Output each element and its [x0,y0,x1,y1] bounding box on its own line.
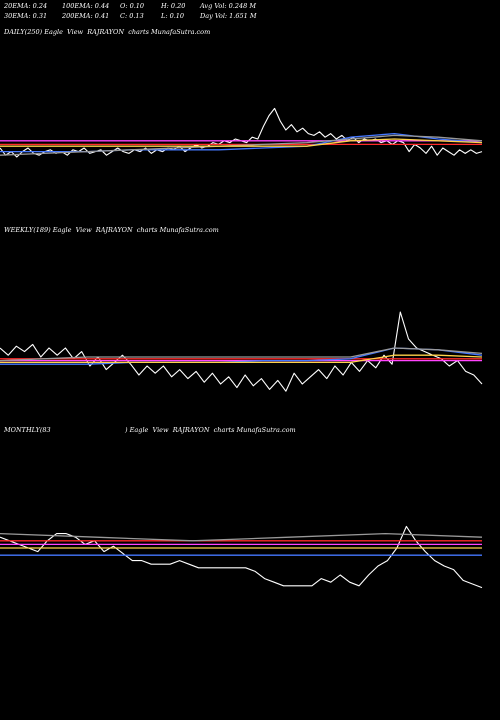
daily-series-line-5 [0,138,483,147]
header-open: O: 0.10 [120,2,145,10]
weekly-series-line-0 [0,311,483,392]
monthly-series-line-0 [0,525,483,589]
header-ema100: 100EMA: 0.44 [62,2,110,10]
header-low: L: 0.10 [161,12,185,20]
daily-series-line-4 [0,134,483,156]
daily-series-line-0 [0,107,483,158]
header-ema30: 30EMA: 0.31 [4,12,48,20]
header-day-vol: Day Vol: 1.651 M [200,12,257,20]
weekly-series-line-5 [0,354,483,364]
header-ema20: 20EMA: 0.24 [4,2,48,10]
weekly-panel-title: WEEKLY(189) Eagle View RAJRAYON charts M… [4,226,219,234]
header-ema200: 200EMA: 0.41 [62,12,110,20]
monthly-panel-title: MONTHLY(83 ) Eagle View RAJRAYON charts … [4,426,296,434]
weekly-series-line-4 [0,347,483,362]
daily-panel-title: DAILY(250) Eagle View RAJRAYON charts Mu… [4,28,211,36]
header-close: C: 0.13 [120,12,144,20]
monthly-series-line-4 [0,532,483,542]
header-high: H: 0.20 [161,2,186,10]
header-avg-vol: Avg Vol: 0.248 M [200,2,257,10]
